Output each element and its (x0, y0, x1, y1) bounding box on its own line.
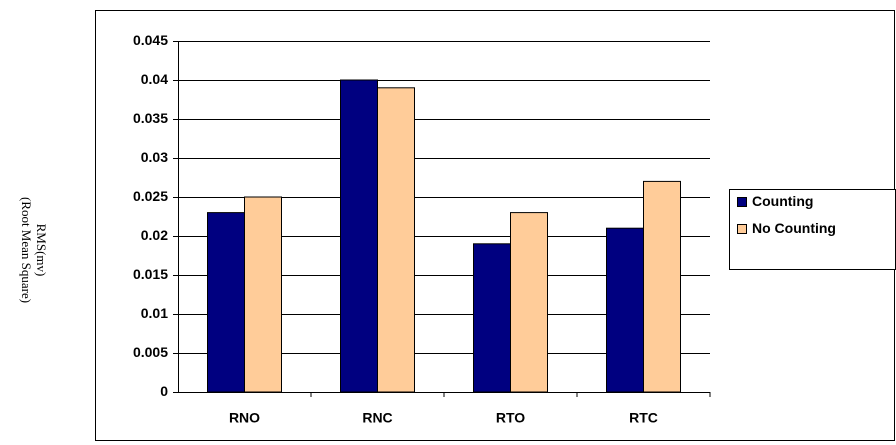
y-axis-label: RMS(mv) (Root Mean Square) (19, 197, 49, 303)
legend-label: Counting (752, 193, 813, 209)
y-tick-label: 0.03 (141, 149, 168, 165)
y-tick-label: 0.025 (133, 188, 168, 204)
bar (473, 243, 511, 393)
bar (606, 227, 644, 393)
bar (377, 87, 415, 393)
bar (340, 79, 378, 393)
x-tick-label: RTO (496, 410, 525, 426)
y-tick-label: 0.035 (133, 110, 168, 126)
y-label-line: (Root Mean Square) (19, 197, 34, 303)
bar (643, 180, 681, 393)
y-tick-label: 0.015 (133, 266, 168, 282)
y-tick-label: 0 (160, 383, 168, 399)
y-tick-label: 0.01 (141, 305, 168, 321)
y-tick-label: 0.02 (141, 227, 168, 243)
x-tick-label: RTC (629, 410, 658, 426)
bar (207, 212, 245, 393)
legend-label: No Counting (752, 220, 836, 236)
legend-swatch (737, 197, 747, 207)
bar (510, 212, 548, 393)
x-tick-label: RNC (362, 410, 392, 426)
y-label-line: RMS(mv) (34, 224, 49, 277)
bar (244, 196, 282, 393)
legend (729, 189, 896, 270)
x-tick-label: RNO (229, 410, 260, 426)
y-tick-label: 0.045 (133, 32, 168, 48)
y-tick-label: 0.005 (133, 344, 168, 360)
legend-swatch (737, 224, 747, 234)
y-tick-label: 0.04 (141, 71, 168, 87)
